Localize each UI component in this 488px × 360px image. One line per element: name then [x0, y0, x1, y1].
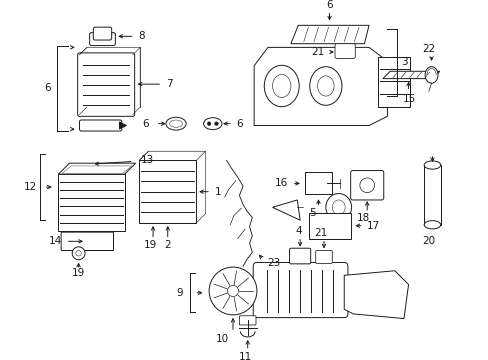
Text: 6: 6 [142, 119, 148, 129]
Ellipse shape [332, 200, 345, 215]
FancyBboxPatch shape [93, 27, 111, 40]
FancyBboxPatch shape [239, 316, 255, 325]
Circle shape [72, 247, 85, 260]
Bar [139, 161, 196, 223]
Text: 4: 4 [294, 226, 301, 236]
Ellipse shape [423, 161, 440, 169]
FancyArrowPatch shape [119, 122, 126, 129]
Circle shape [227, 285, 238, 297]
Text: 1: 1 [214, 187, 221, 197]
FancyBboxPatch shape [289, 248, 310, 264]
Ellipse shape [169, 120, 182, 127]
Ellipse shape [264, 65, 299, 107]
Text: 17: 17 [366, 221, 380, 231]
FancyBboxPatch shape [253, 262, 347, 318]
Ellipse shape [317, 76, 333, 96]
Text: 19: 19 [143, 240, 157, 250]
Text: 18: 18 [356, 213, 369, 223]
Ellipse shape [203, 118, 222, 130]
Text: 21: 21 [314, 228, 327, 238]
Ellipse shape [423, 221, 440, 229]
FancyBboxPatch shape [80, 120, 122, 131]
Polygon shape [290, 25, 368, 44]
Circle shape [359, 178, 374, 193]
Ellipse shape [165, 117, 186, 130]
Bar [423, 165, 440, 225]
Text: 5: 5 [308, 208, 315, 218]
Text: 21: 21 [310, 47, 324, 57]
Text: 14: 14 [49, 236, 62, 246]
FancyBboxPatch shape [61, 232, 113, 251]
Circle shape [209, 267, 256, 315]
Text: 7: 7 [165, 79, 172, 89]
Circle shape [76, 251, 81, 256]
Text: 15: 15 [402, 94, 415, 104]
Polygon shape [344, 271, 408, 319]
FancyBboxPatch shape [350, 171, 383, 200]
Text: 9: 9 [176, 288, 183, 298]
Ellipse shape [325, 194, 351, 221]
Ellipse shape [424, 67, 437, 83]
Text: 12: 12 [24, 182, 38, 192]
FancyBboxPatch shape [334, 44, 355, 58]
Ellipse shape [272, 75, 290, 98]
Text: 16: 16 [274, 179, 287, 188]
Polygon shape [382, 71, 439, 78]
Text: 20: 20 [421, 236, 434, 246]
FancyBboxPatch shape [315, 251, 332, 264]
Text: 13: 13 [141, 154, 154, 165]
Text: 3: 3 [400, 57, 407, 67]
Polygon shape [254, 48, 386, 126]
Text: 2: 2 [164, 240, 171, 250]
Bar [309, 213, 350, 239]
FancyBboxPatch shape [78, 53, 134, 116]
FancyBboxPatch shape [89, 33, 115, 46]
Polygon shape [272, 200, 300, 220]
Bar [304, 172, 332, 194]
Circle shape [214, 122, 218, 126]
Polygon shape [58, 163, 135, 174]
Polygon shape [62, 166, 132, 173]
Text: 8: 8 [138, 31, 144, 41]
Text: 6: 6 [325, 0, 332, 10]
Text: 19: 19 [72, 269, 85, 279]
Text: 10: 10 [216, 334, 229, 344]
Ellipse shape [309, 67, 341, 105]
Text: 22: 22 [421, 44, 434, 54]
Text: 11: 11 [239, 352, 252, 360]
Bar [62, 233, 112, 249]
Bar [377, 57, 409, 107]
Text: 6: 6 [236, 119, 243, 129]
Circle shape [207, 122, 210, 126]
Text: 6: 6 [44, 83, 51, 93]
Bar [58, 174, 124, 231]
Text: 23: 23 [266, 258, 280, 269]
